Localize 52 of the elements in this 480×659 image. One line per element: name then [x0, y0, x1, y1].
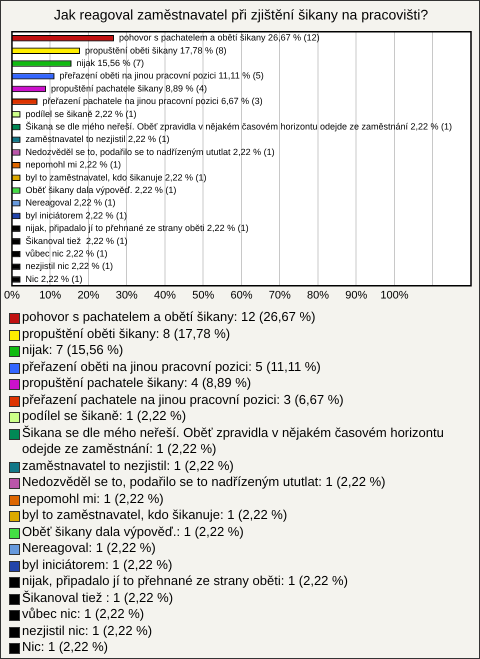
text: pohovor s pachatelem a obětí šikany: 12 (26,67 %)	[22, 309, 316, 326]
text: nijak, připadalo jí to přehnané ze strany oběti: 1 (2,22 %)	[22, 573, 348, 590]
category-label: byl to zaměstnavatel, kdo šikanuje 2,22 % (1)	[25, 172, 207, 182]
text: Šikana se dle mého neřeší. Oběť zpravidla v nějakém časovém horizontu odejde ze zaměstnání: 1 (2,22 %)	[22, 424, 445, 458]
text: vůbec nic: 1 (2,22 %)	[22, 606, 144, 622]
category-label: nezjistil nic 2,22 % (1)	[25, 261, 113, 272]
category-label: Nedozvěděl se to, podařilo se to nadřízeným ututlat 2,22 % (1)	[25, 146, 275, 157]
x-tick-label: 10%	[39, 289, 62, 302]
category-label: nijak 15,56 % (7)	[76, 58, 144, 68]
text: nepomohl mi: 1 (2,22 %)	[22, 490, 164, 507]
text: nijak: 7 (15,56 %)	[22, 342, 124, 358]
text: propuštění oběti šikany: 8 (17,78 %)	[22, 326, 230, 342]
category-label: Nic 2,22 % (1)	[25, 274, 82, 284]
chart-title: Jak reagoval zaměstnavatel při zjištění šikany na pracovišti?	[54, 6, 428, 22]
category-label: nijak, připadalo jí to přehnané ze strany oběti 2,22 % (1)	[25, 223, 249, 234]
text: byl to zaměstnavatel, kdo šikanuje: 1 (2,22 %)	[22, 507, 288, 524]
category-label: přeřazení oběti na jinou pracovní pozici 11,11 % (5)	[59, 70, 264, 81]
category-label: byl iniciátorem 2,22 % (1)	[25, 210, 127, 220]
category-label: Nereagoval 2,22 % (1)	[25, 198, 116, 208]
x-tick-label: 90%	[345, 289, 368, 302]
x-tick-label: 80%	[306, 289, 330, 302]
text: Nereagoval: 1 (2,22 %)	[22, 540, 156, 556]
x-tick-label: 40%	[154, 289, 176, 302]
text: byl iniciátorem: 1 (2,22 %)	[22, 556, 172, 573]
category-label: Šikana se dle mého neřeší. Oběť zpravidla v nějakém časovém horizontu odejde ze zaměstnání 2,22 % (1)	[25, 122, 452, 132]
x-tick-label: 30%	[116, 289, 138, 302]
text: podílel se šikaně: 1 (2,22 %)	[22, 408, 186, 424]
text: Šikanoval tiež : 1 (2,22 %)	[22, 590, 174, 606]
x-tick-label: 60%	[230, 289, 253, 302]
x-tick-label: 50%	[192, 289, 214, 302]
text: Nic: 1 (2,22 %)	[22, 639, 108, 656]
text: propuštění pachatele šikany: 4 (8,89 %)	[22, 375, 252, 392]
category-label: pohovor s pachatelem a obětí šikany 26,67 % (12)	[118, 32, 320, 43]
category-label: propuštění pachatele šikany 8,89 % (4)	[50, 83, 208, 94]
x-tick-label: 20%	[77, 289, 100, 302]
x-tick-label: 100%	[380, 289, 409, 302]
text: přeřazení pachatele na jinou pracovní pozici: 3 (6,67 %)	[22, 392, 344, 408]
text: přeřazení oběti na jinou pracovní pozici: 5 (11,11 %)	[22, 358, 321, 375]
category-label: zaměstnavatel to nezjistil 2,22 % (1)	[25, 134, 170, 144]
x-tick-label: 70%	[268, 289, 291, 302]
category-label: přeřazení pachatele na jinou pracovní pozici 6,67 % (3)	[42, 96, 263, 106]
text: nezjistil nic: 1 (2,22 %)	[22, 622, 152, 639]
category-label: Oběť šikany dala výpověď. 2,22 % (1)	[25, 185, 176, 196]
category-label: Šikanoval tiež 2,22 % (1)	[25, 236, 128, 246]
category-label: propuštění oběti šikany 17,78 % (8)	[84, 45, 227, 56]
category-label: vůbec nic 2,22 % (1)	[25, 248, 108, 259]
text: zaměstnavatel to nezjistil: 1 (2,22 %)	[22, 458, 234, 474]
text: Nedozvěděl se to, podařilo se to nadřízeným ututlat: 1 (2,22 %)	[22, 474, 386, 490]
text: Oběť šikany dala výpověď.: 1 (2,22 %)	[22, 524, 244, 540]
x-tick-label: 0%	[4, 289, 20, 302]
category-label: nepomohl mi 2,22 % (1)	[25, 160, 121, 170]
category-label: podílel se šikaně 2,22 % (1)	[25, 108, 137, 119]
